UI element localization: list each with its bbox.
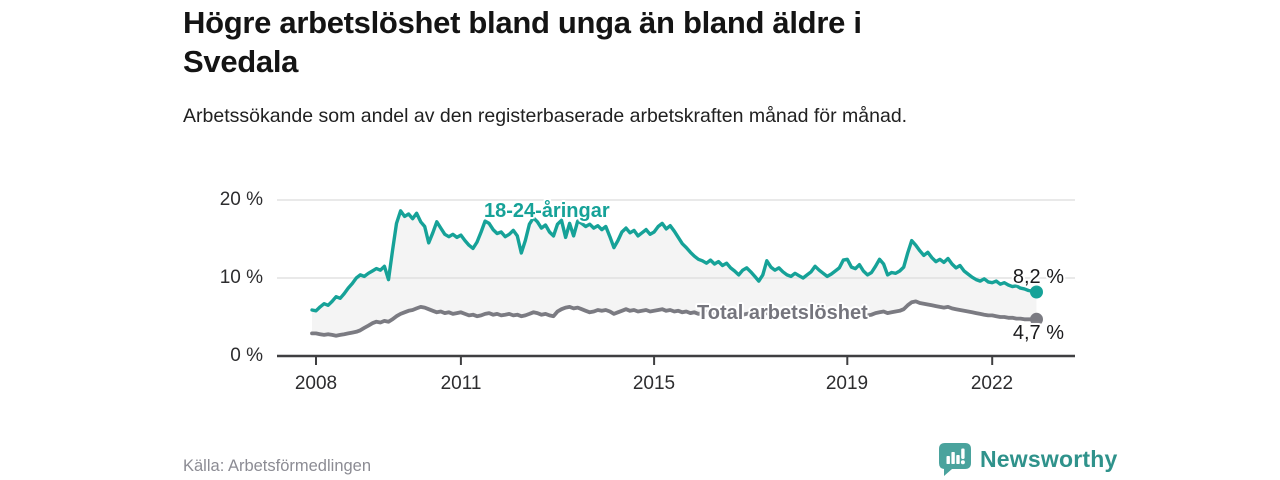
series-label-total: Total arbetslöshet bbox=[697, 302, 868, 324]
newsworthy-bars-speech-bubble-icon bbox=[938, 442, 972, 477]
series-end-dot-youth bbox=[1030, 285, 1043, 299]
source-note: Källa: Arbetsförmedlingen bbox=[183, 457, 372, 475]
area-between-series bbox=[312, 210, 1037, 336]
end-value-label-youth: 8,2 % bbox=[1012, 266, 1064, 288]
x-tick-label: 2022 bbox=[970, 373, 1014, 394]
series-label-youth: 18-24-åringar bbox=[484, 200, 610, 222]
y-tick-label: 0 % bbox=[230, 345, 263, 366]
brand-wordmark: Newsworthy bbox=[980, 446, 1118, 472]
x-tick-label: 2019 bbox=[825, 373, 869, 394]
x-tick-label: 2011 bbox=[440, 373, 482, 394]
brand-logo: Newsworthy bbox=[938, 442, 1117, 477]
series-line-youth bbox=[310, 209, 1039, 313]
y-tick-label: 20 % bbox=[219, 189, 263, 210]
x-tick-label: 2008 bbox=[294, 373, 338, 394]
y-tick-label: 10 % bbox=[219, 267, 263, 288]
end-value-label-total: 4,7 % bbox=[1012, 322, 1064, 344]
series-end-dot-total bbox=[1030, 312, 1043, 326]
x-tick-label: 2015 bbox=[632, 373, 676, 394]
page-title: Högre arbetslöshet bland unga än bland ä… bbox=[183, 5, 862, 79]
chart-header: Högre arbetslöshet bland unga än bland ä… bbox=[183, 3, 983, 130]
page-subtitle: Arbetssökande som andel av den registerb… bbox=[183, 105, 908, 127]
series-line-total bbox=[310, 299, 1039, 338]
